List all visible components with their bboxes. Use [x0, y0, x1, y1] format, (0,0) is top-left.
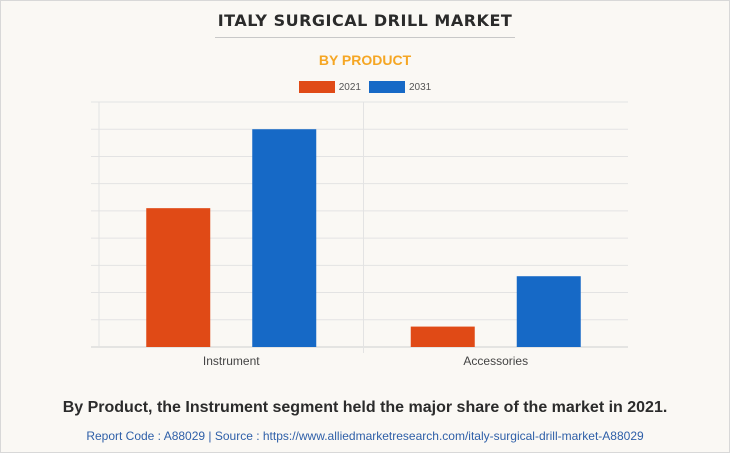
chart-subtitle: BY PRODUCT: [318, 52, 412, 68]
legend-label-2021: 2021: [338, 81, 361, 93]
legend-label-2031: 2031: [409, 81, 432, 93]
bar-accessories-2021[interactable]: [410, 326, 475, 347]
chart-caption: By Product, the Instrument segment held …: [62, 399, 668, 416]
legend: 2021 2031: [1, 81, 729, 93]
legend-swatch-2031: [369, 81, 405, 93]
title-divider: [215, 37, 515, 38]
legend-item-2021[interactable]: 2021: [298, 81, 361, 93]
x-tick-label: Accessories: [463, 354, 528, 368]
bar-instrument-2031[interactable]: [252, 129, 317, 347]
source-footer[interactable]: Report Code : A88029 | Source : https://…: [86, 429, 644, 443]
bar-instrument-2021[interactable]: [146, 208, 211, 347]
x-tick-label: Instrument: [203, 354, 260, 368]
bar-accessories-2031[interactable]: [516, 276, 581, 347]
legend-item-2031[interactable]: 2031: [369, 81, 431, 93]
legend-swatch-2021: [298, 81, 335, 93]
chart-title: ITALY SURGICAL DRILL MARKET: [217, 11, 513, 30]
